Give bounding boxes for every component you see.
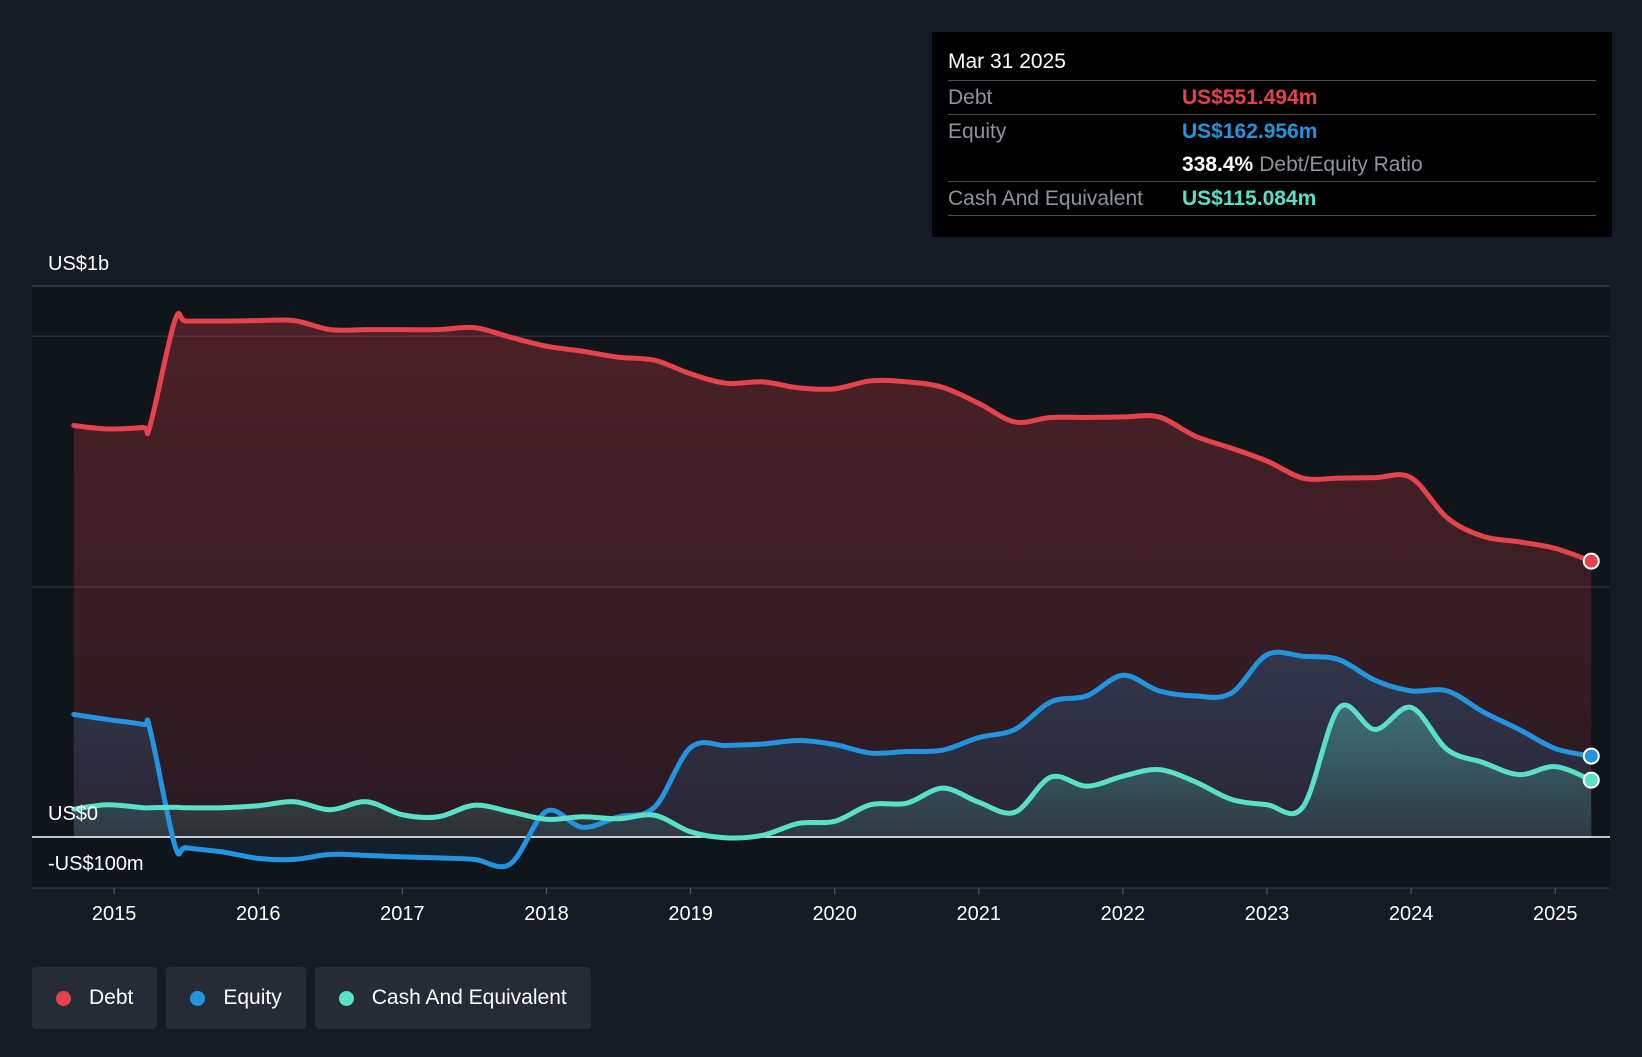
cash-line	[71, 702, 1594, 841]
tooltip-ratio-value: 338.4%	[1182, 152, 1254, 176]
legend-dot-equity	[190, 990, 206, 1006]
x-tick-label-2017: 2017	[380, 903, 425, 925]
debt-end-marker	[1582, 552, 1600, 570]
tooltip-equity-value: US$162.956m	[1182, 119, 1318, 143]
cash-end-marker	[1582, 771, 1600, 789]
legend-item-cash[interactable]: Cash And Equivalent	[314, 967, 591, 1029]
legend-label-cash: Cash And Equivalent	[371, 986, 567, 1009]
tooltip-debt-value: US$551.494m	[1182, 85, 1318, 109]
x-tick-label-2025: 2025	[1533, 903, 1578, 925]
tooltip-equity-row: Equity US$162.956m	[948, 115, 1596, 148]
tooltip-date: Mar 31 2025	[948, 46, 1596, 81]
tooltip-panel: Mar 31 2025 Debt US$551.494m Equity US$1…	[932, 32, 1612, 237]
series-lines	[71, 310, 1594, 870]
x-tick-label-2021: 2021	[957, 903, 1002, 925]
legend: Debt Equity Cash And Equivalent	[32, 967, 591, 1029]
tooltip-ratio-row: 338.4% Debt/Equity Ratio	[948, 148, 1596, 182]
legend-item-equity[interactable]: Equity	[166, 967, 306, 1029]
legend-dot-cash	[338, 990, 354, 1006]
x-tick-label-2016: 2016	[236, 903, 281, 925]
legend-label-equity: Equity	[223, 986, 282, 1009]
equity-end-marker	[1582, 747, 1600, 765]
x-tick-label-2022: 2022	[1101, 903, 1146, 925]
x-tick-label-2023: 2023	[1245, 903, 1290, 925]
x-tick-label-2019: 2019	[668, 903, 713, 925]
tooltip-cash-label: Cash And Equivalent	[948, 186, 1143, 210]
end-markers	[1582, 552, 1600, 789]
y-label-top: US$1b	[48, 253, 109, 275]
x-tick-label-2015: 2015	[92, 903, 137, 925]
legend-item-debt[interactable]: Debt	[32, 967, 158, 1029]
y-label-bottom: -US$100m	[48, 853, 144, 875]
tooltip-debt-row: Debt US$551.494m	[948, 81, 1596, 115]
tooltip-equity-label: Equity	[948, 119, 1007, 143]
tooltip-debt-label: Debt	[948, 85, 993, 109]
x-tick-label-2024: 2024	[1389, 903, 1434, 925]
x-axis-ticks: 2015 2016 2017 2018 2019 2020 2021 2022 2023 2024…	[92, 888, 1578, 925]
legend-label-debt: Debt	[89, 986, 134, 1009]
cash-area	[73, 705, 1592, 839]
y-label-zero: US$0	[48, 803, 98, 825]
tooltip-ratio-label: Debt/Equity Ratio	[1259, 152, 1423, 176]
x-tick-label-2020: 2020	[812, 903, 857, 925]
legend-dot-debt	[56, 990, 71, 1006]
x-tick-label-2018: 2018	[524, 903, 569, 925]
tooltip-cash-row: Cash And Equivalent US$115.084m	[948, 182, 1596, 216]
debt-line	[71, 310, 1594, 564]
tooltip-cash-value: US$115.084m	[1182, 186, 1317, 210]
equity-line	[71, 649, 1594, 870]
